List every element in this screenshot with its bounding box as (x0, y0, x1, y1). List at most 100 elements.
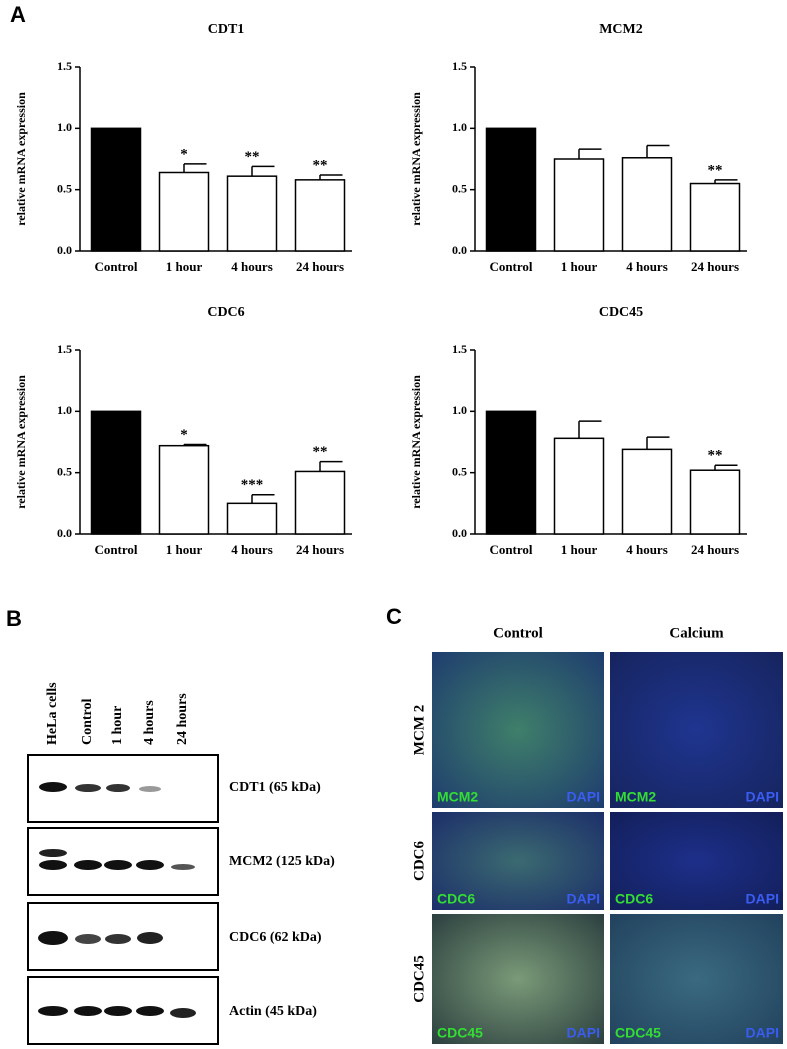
y-tick-label: 1.5 (57, 342, 72, 356)
bar (158, 444, 210, 535)
y-tick-label: 1.5 (452, 342, 467, 356)
bar (485, 127, 537, 252)
band (74, 1006, 102, 1016)
band (136, 1006, 164, 1016)
stain-label: DAPI (567, 891, 600, 907)
y-tick-label: 1.0 (452, 120, 467, 134)
y-tick-label: 1.5 (452, 59, 467, 73)
bar (553, 437, 605, 535)
y-tick-label: 1.5 (57, 59, 72, 73)
bar (294, 470, 346, 535)
column-header: Control (493, 625, 543, 641)
significance: * (180, 146, 188, 162)
panel-label: C (386, 604, 402, 629)
panel-label: B (6, 606, 22, 631)
western-blot (27, 754, 219, 1045)
micrograph (610, 914, 783, 1044)
significance: ** (313, 157, 328, 173)
significance: ** (708, 448, 723, 464)
lane-label: Control (80, 698, 95, 745)
x-tick-label: 4 hours (231, 542, 273, 557)
x-tick-label: 24 hours (691, 542, 739, 557)
stain-label: MCM2 (437, 789, 478, 805)
y-tick-label: 0.0 (452, 243, 467, 257)
band (38, 931, 68, 945)
x-tick-label: Control (94, 542, 137, 557)
bar (294, 179, 346, 252)
y-axis-label: relative mRNA expression (14, 92, 28, 226)
x-tick-label: 24 hours (296, 542, 344, 557)
chart-title: CDC6 (207, 305, 244, 320)
band (75, 784, 101, 792)
stain-label: CDC6 (615, 891, 653, 907)
y-tick-label: 1.0 (57, 120, 72, 134)
band (75, 934, 101, 944)
band (74, 860, 102, 870)
micrograph (432, 652, 604, 808)
micrograph (610, 652, 783, 808)
lane-label: 4 hours (142, 700, 157, 745)
bar (226, 502, 278, 535)
x-tick-label: 1 hour (561, 542, 598, 557)
x-tick-label: Control (94, 259, 137, 274)
band (171, 864, 195, 870)
stain-label: DAPI (567, 789, 600, 805)
band (39, 782, 67, 792)
band (104, 860, 132, 870)
bar (90, 410, 142, 535)
x-tick-label: 4 hours (626, 542, 668, 557)
stain-label: DAPI (567, 1025, 600, 1041)
bar (689, 182, 741, 252)
x-tick-label: Control (489, 259, 532, 274)
bar (485, 410, 537, 535)
significance: ** (313, 444, 328, 460)
y-axis-label: relative mRNA expression (14, 375, 28, 509)
panel-label: A (10, 2, 26, 27)
band (170, 1008, 196, 1018)
column-header: Calcium (669, 625, 724, 641)
micrograph (432, 812, 604, 910)
y-axis-label: relative mRNA expression (409, 375, 423, 509)
blot-row-label: CDT1 (65 kDa) (229, 780, 321, 795)
y-tick-label: 1.0 (57, 403, 72, 417)
chart-title: CDC45 (599, 305, 643, 320)
y-tick-label: 0.5 (57, 464, 72, 478)
y-axis-label: relative mRNA expression (409, 92, 423, 226)
stain-label: MCM2 (615, 789, 656, 805)
band (104, 1006, 132, 1016)
bar (689, 469, 741, 535)
stain-label: CDC45 (615, 1025, 661, 1041)
y-tick-label: 0.5 (57, 181, 72, 195)
y-tick-label: 0.0 (57, 243, 72, 257)
y-tick-label: 0.0 (57, 526, 72, 540)
stain-label: CDC45 (437, 1025, 483, 1041)
y-tick-label: 1.0 (452, 403, 467, 417)
band (137, 932, 163, 944)
significance: ** (708, 162, 723, 178)
x-tick-label: 1 hour (166, 542, 203, 557)
band (105, 934, 131, 944)
blot-row-label: Actin (45 kDa) (229, 1004, 317, 1019)
x-tick-label: Control (489, 542, 532, 557)
x-tick-label: 1 hour (166, 259, 203, 274)
bar (621, 157, 673, 252)
microscopy (432, 652, 783, 1044)
bar (90, 127, 142, 252)
bar (226, 175, 278, 252)
y-tick-label: 0.5 (452, 464, 467, 478)
x-tick-label: 4 hours (231, 259, 273, 274)
x-tick-label: 4 hours (626, 259, 668, 274)
chart-title: CDT1 (208, 22, 245, 37)
lane-label: 1 hour (110, 706, 125, 745)
x-tick-label: 1 hour (561, 259, 598, 274)
row-label: CDC45 (411, 955, 427, 1003)
stain-label: CDC6 (437, 891, 475, 907)
band (136, 860, 164, 870)
x-tick-label: 24 hours (691, 259, 739, 274)
chart-title: MCM2 (599, 22, 643, 37)
micrograph (432, 914, 604, 1044)
bar (621, 448, 673, 535)
blot-row-label: MCM2 (125 kDa) (229, 854, 335, 869)
row-label: MCM 2 (411, 705, 427, 755)
significance: *** (241, 477, 264, 493)
